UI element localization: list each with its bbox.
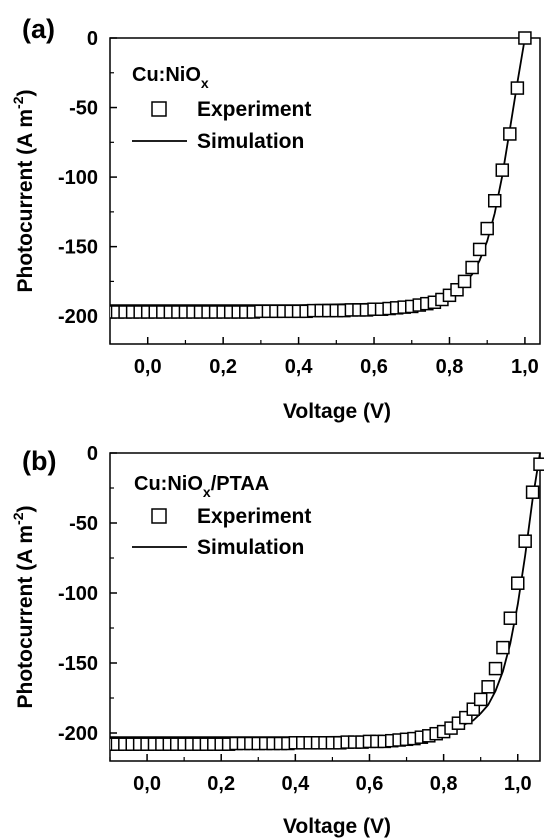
- x-tick-label: 0,0: [134, 356, 162, 378]
- sample-label-sub: x: [201, 75, 209, 91]
- x-axis-title: Voltage (V): [283, 400, 391, 423]
- sample-label-main: Cu:NiO: [132, 64, 201, 86]
- legend-simulation-label: Simulation: [197, 536, 304, 559]
- experiment-point: [487, 193, 502, 208]
- y-tick-label: -50: [69, 513, 98, 535]
- x-axis-title: Voltage (V): [283, 815, 391, 838]
- legend-simulation-label: Simulation: [197, 130, 304, 153]
- y-tick-label: -150: [58, 653, 98, 675]
- x-tick-label: 0,0: [133, 773, 161, 795]
- legend-experiment-label: Experiment: [197, 505, 311, 528]
- experiment-point: [511, 576, 525, 590]
- y-axis-title-main: Photocurrent (A m: [14, 525, 37, 709]
- legend-experiment-marker: [151, 508, 167, 524]
- y-tick-label: -200: [58, 306, 98, 328]
- plot-frame: [109, 37, 541, 345]
- experiment-point: [465, 260, 479, 275]
- x-tick-label: 0,2: [209, 356, 237, 378]
- experiment-point: [496, 640, 510, 655]
- experiment-point: [503, 127, 517, 141]
- experiment-point: [525, 485, 540, 499]
- chart-panel-0: 0 -50 -100 -150 -200 0,0 0,2 0,4 0,6 0,8 1,0 Voltag…: [10, 14, 541, 423]
- legend-experiment-marker: [151, 101, 167, 117]
- y-axis-title-close: ): [14, 89, 37, 96]
- experiment-points: [110, 457, 544, 751]
- sample-label-sub: x: [203, 484, 211, 500]
- experiment-points: [110, 31, 532, 319]
- y-axis-title-sup: -2: [10, 512, 26, 525]
- x-tick-label: 0,2: [207, 773, 235, 795]
- y-axis-title: Photocurrent (A m-2): [10, 89, 37, 292]
- legend-experiment-label: Experiment: [197, 98, 311, 121]
- experiment-point: [518, 31, 532, 45]
- experiment-point: [518, 534, 532, 548]
- y-tick-label: 0: [87, 443, 98, 465]
- experiment-point: [488, 661, 503, 676]
- x-tick-label: 0,6: [360, 356, 388, 378]
- experiment-point: [472, 242, 487, 257]
- y-axis-title-close: ): [14, 505, 37, 512]
- x-tick-label: 1,0: [511, 356, 539, 378]
- y-tick-label: -150: [58, 237, 98, 259]
- x-tick-label: 0,4: [285, 356, 314, 378]
- sample-label-suffix: /PTAA: [211, 473, 270, 495]
- x-tick-label: 0,6: [356, 773, 384, 795]
- x-tick-label: 1,0: [504, 773, 532, 795]
- experiment-point: [533, 457, 544, 471]
- sample-label-main: Cu:NiO: [134, 473, 203, 495]
- plot-frame: [109, 452, 541, 762]
- chart-panel-1: 0 -50 -100 -150 -200 0,0 0,2 0,4 0,6 0,8 1,0 Voltag…: [10, 443, 544, 838]
- y-axis-title: Photocurrent (A m-2): [10, 505, 37, 708]
- y-axis-title-sup: -2: [10, 96, 26, 109]
- panel-label: (a): [22, 14, 55, 44]
- y-tick-label: -200: [58, 723, 98, 745]
- sample-label: Cu:NiOx/PTAA: [134, 473, 269, 500]
- experiment-point: [473, 692, 488, 707]
- y-tick-label: -100: [58, 167, 98, 189]
- y-tick-label: 0: [87, 28, 98, 50]
- y-axis-title-main: Photocurrent (A m: [14, 109, 37, 293]
- experiment-point: [480, 221, 494, 236]
- experiment-point: [466, 702, 481, 716]
- panel-label: (b): [22, 446, 56, 476]
- y-tick-label: -100: [58, 583, 98, 605]
- experiment-point: [503, 611, 518, 625]
- y-tick-label: -50: [69, 98, 98, 120]
- experiment-point: [481, 680, 495, 694]
- x-tick-label: 0,8: [436, 356, 464, 378]
- x-tick-label: 0,8: [430, 773, 458, 795]
- sample-label: Cu:NiOx: [132, 64, 209, 91]
- experiment-point: [457, 274, 472, 289]
- x-tick-label: 0,4: [281, 773, 310, 795]
- experiment-point: [495, 163, 510, 177]
- experiment-point: [510, 81, 525, 95]
